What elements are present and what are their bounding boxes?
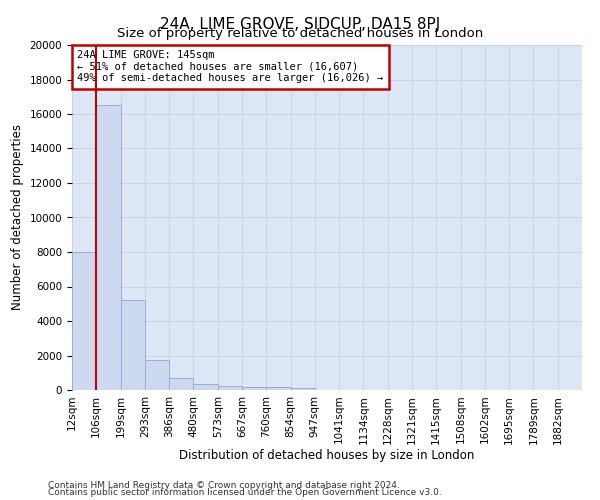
Text: Contains HM Land Registry data © Crown copyright and database right 2024.: Contains HM Land Registry data © Crown c… xyxy=(48,480,400,490)
Bar xyxy=(218,386,242,390)
Text: 24A, LIME GROVE, SIDCUP, DA15 8PJ: 24A, LIME GROVE, SIDCUP, DA15 8PJ xyxy=(160,18,440,32)
Text: Size of property relative to detached houses in London: Size of property relative to detached ho… xyxy=(117,28,483,40)
Text: 24A LIME GROVE: 145sqm
← 51% of detached houses are smaller (16,607)
49% of semi: 24A LIME GROVE: 145sqm ← 51% of detached… xyxy=(77,50,383,84)
Bar xyxy=(96,106,121,390)
Bar xyxy=(169,378,193,390)
Bar xyxy=(121,300,145,390)
Bar xyxy=(290,388,315,390)
Bar xyxy=(266,387,290,390)
Bar xyxy=(72,252,96,390)
Bar xyxy=(242,386,266,390)
Bar xyxy=(145,360,169,390)
Text: Contains public sector information licensed under the Open Government Licence v3: Contains public sector information licen… xyxy=(48,488,442,497)
Bar xyxy=(193,384,218,390)
Y-axis label: Number of detached properties: Number of detached properties xyxy=(11,124,24,310)
X-axis label: Distribution of detached houses by size in London: Distribution of detached houses by size … xyxy=(179,449,475,462)
